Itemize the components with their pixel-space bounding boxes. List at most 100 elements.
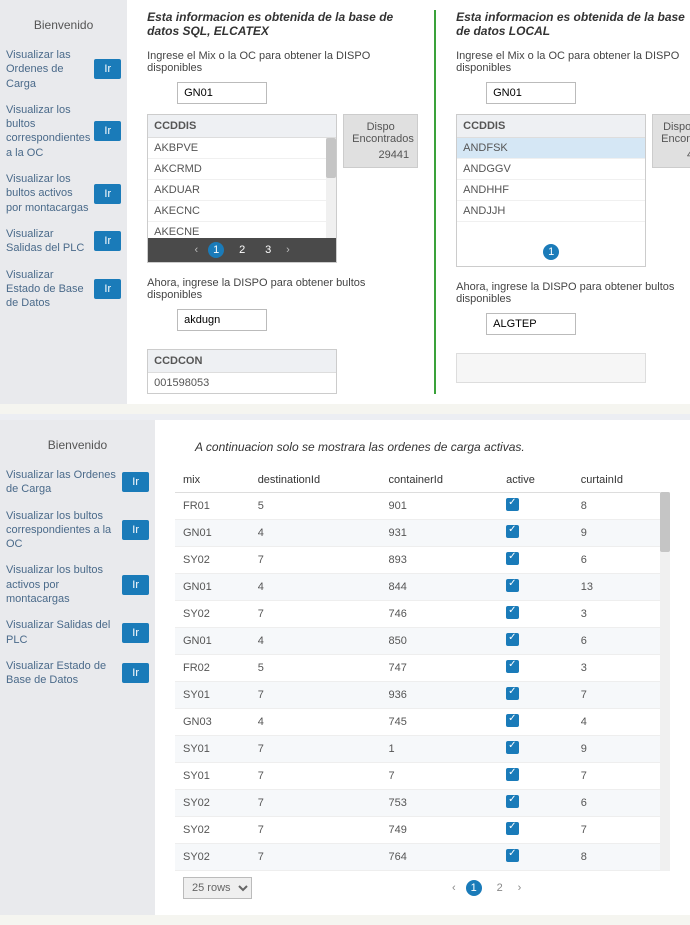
checkbox-checked-icon[interactable] <box>506 606 519 619</box>
table-row[interactable]: SY0277463 <box>175 601 670 628</box>
table-row[interactable]: FR0159018 <box>175 493 670 520</box>
local-mix-input[interactable] <box>486 82 576 104</box>
list-item[interactable]: ANDJJH <box>457 201 645 222</box>
sql-dispo-count-box: Dispo Encontrados 29441 <box>343 114 418 168</box>
sql-column: Esta informacion es obtenida de la base … <box>147 10 436 394</box>
sql-ccddis-pager: ‹ 1 2 3 › <box>148 238 336 262</box>
ir-button[interactable]: Ir <box>122 472 149 492</box>
pager-page-2[interactable]: 2 <box>234 242 250 258</box>
local-result-listbox[interactable] <box>456 353 646 383</box>
table-row[interactable]: SY0277536 <box>175 790 670 817</box>
checkbox-checked-icon[interactable] <box>506 822 519 835</box>
column-header-mix[interactable]: mix <box>175 468 250 493</box>
ir-button[interactable]: Ir <box>122 663 149 683</box>
ir-button[interactable]: Ir <box>94 184 121 204</box>
pager-prev[interactable]: ‹ <box>452 882 456 894</box>
pager-prev[interactable]: ‹ <box>194 244 198 256</box>
table-cell: 4 <box>250 628 381 655</box>
checkbox-checked-icon[interactable] <box>506 660 519 673</box>
pager-page-1[interactable]: 1 <box>208 242 224 258</box>
list-item[interactable]: AKDUAR <box>148 180 336 201</box>
table-cell: SY02 <box>175 817 250 844</box>
table-row[interactable]: SY0277648 <box>175 844 670 871</box>
column-header-curtainId[interactable]: curtainId <box>573 468 670 493</box>
column-header-containerId[interactable]: containerId <box>381 468 499 493</box>
table-cell <box>498 736 573 763</box>
local-instr1: Ingrese el Mix o la OC para obtener la D… <box>456 50 690 74</box>
rows-per-page-select[interactable]: 25 rows <box>183 877 252 899</box>
table-instruction: A continuacion solo se mostrara las orde… <box>175 430 670 468</box>
table-cell: 931 <box>381 520 499 547</box>
table-row[interactable]: SY01719 <box>175 736 670 763</box>
list-item[interactable]: ANDFSK <box>457 138 645 159</box>
sql-dispo-label: Dispo Encontrados <box>352 121 409 145</box>
table-row[interactable]: GN0149319 <box>175 520 670 547</box>
table-row[interactable]: FR0257473 <box>175 655 670 682</box>
checkbox-checked-icon[interactable] <box>506 714 519 727</box>
ir-button[interactable]: Ir <box>94 59 121 79</box>
checkbox-checked-icon[interactable] <box>506 768 519 781</box>
list-item[interactable]: AKECNC <box>148 201 336 222</box>
table-row[interactable]: SY0179367 <box>175 682 670 709</box>
local-title: Esta informacion es obtenida de la base … <box>456 10 690 38</box>
sql-ccddis-listbox[interactable]: CCDDIS AKBPVEAKCRMDAKDUARAKECNCAKECNEAKE… <box>147 114 337 263</box>
column-header-destinationId[interactable]: destinationId <box>250 468 381 493</box>
table-cell: 9 <box>573 736 670 763</box>
sidebar-bottom: Bienvenido Visualizar las Ordenes de Car… <box>0 420 155 915</box>
list-item[interactable]: ANDGGV <box>457 159 645 180</box>
table-cell: 6 <box>573 547 670 574</box>
checkbox-checked-icon[interactable] <box>506 525 519 538</box>
pager-next[interactable]: › <box>518 882 522 894</box>
pager-next[interactable]: › <box>286 244 290 256</box>
scrollbar-thumb[interactable] <box>326 138 336 178</box>
sql-instr2: Ahora, ingrese la DISPO para obtener bul… <box>147 277 418 301</box>
checkbox-checked-icon[interactable] <box>506 498 519 511</box>
sql-mix-input[interactable] <box>177 82 267 104</box>
checkbox-checked-icon[interactable] <box>506 849 519 862</box>
panel-top: Bienvenido Visualizar las Ordenes de Car… <box>0 0 690 404</box>
table-cell: SY02 <box>175 601 250 628</box>
table-cell: 13 <box>573 574 670 601</box>
table-row[interactable]: SY0277497 <box>175 817 670 844</box>
table-cell <box>498 574 573 601</box>
sidebar-item-label: Visualizar los bultos activos por montac… <box>6 563 122 606</box>
table-row[interactable]: GN0148506 <box>175 628 670 655</box>
table-row[interactable]: SY01777 <box>175 763 670 790</box>
checkbox-checked-icon[interactable] <box>506 741 519 754</box>
table-cell: 3 <box>573 655 670 682</box>
pager-page-2[interactable]: 2 <box>492 880 508 896</box>
pager-page-1[interactable]: 1 <box>543 244 559 260</box>
table-row[interactable]: SY0278936 <box>175 547 670 574</box>
checkbox-checked-icon[interactable] <box>506 633 519 646</box>
list-item[interactable]: AKCRMD <box>148 159 336 180</box>
checkbox-checked-icon[interactable] <box>506 579 519 592</box>
ir-button[interactable]: Ir <box>94 231 121 251</box>
list-item[interactable]: ANDHHF <box>457 180 645 201</box>
local-ccddis-header: CCDDIS <box>457 115 645 138</box>
ir-button[interactable]: Ir <box>94 279 121 299</box>
table-row[interactable]: GN01484413 <box>175 574 670 601</box>
table-row[interactable]: GN0347454 <box>175 709 670 736</box>
sql-dispo-input[interactable] <box>177 309 267 331</box>
pager-page-3[interactable]: 3 <box>260 242 276 258</box>
column-header-active[interactable]: active <box>498 468 573 493</box>
local-dispo-input[interactable] <box>486 313 576 335</box>
checkbox-checked-icon[interactable] <box>506 552 519 565</box>
ir-button[interactable]: Ir <box>122 623 149 643</box>
pager-page-1[interactable]: 1 <box>466 880 482 896</box>
local-ccddis-listbox[interactable]: CCDDIS ANDFSKANDGGVANDHHFANDJJH 1 <box>456 114 646 267</box>
ir-button[interactable]: Ir <box>94 121 121 141</box>
table-cell: 8 <box>573 844 670 871</box>
checkbox-checked-icon[interactable] <box>506 795 519 808</box>
list-item[interactable]: 001598053 <box>148 373 336 393</box>
table-scrollbar-thumb[interactable] <box>660 492 670 552</box>
sidebar-item-label: Visualizar Estado de Base de Datos <box>6 659 122 688</box>
checkbox-checked-icon[interactable] <box>506 687 519 700</box>
table-cell: 764 <box>381 844 499 871</box>
sidebar-item-4: Visualizar Estado de Base de DatosIr <box>6 659 149 688</box>
list-item[interactable]: AKBPVE <box>148 138 336 159</box>
sql-ccdcon-listbox[interactable]: CCDCON 001598053 <box>147 349 337 394</box>
ir-button[interactable]: Ir <box>122 575 149 595</box>
ir-button[interactable]: Ir <box>122 520 149 540</box>
list-item[interactable]: AKECNE <box>148 222 336 238</box>
